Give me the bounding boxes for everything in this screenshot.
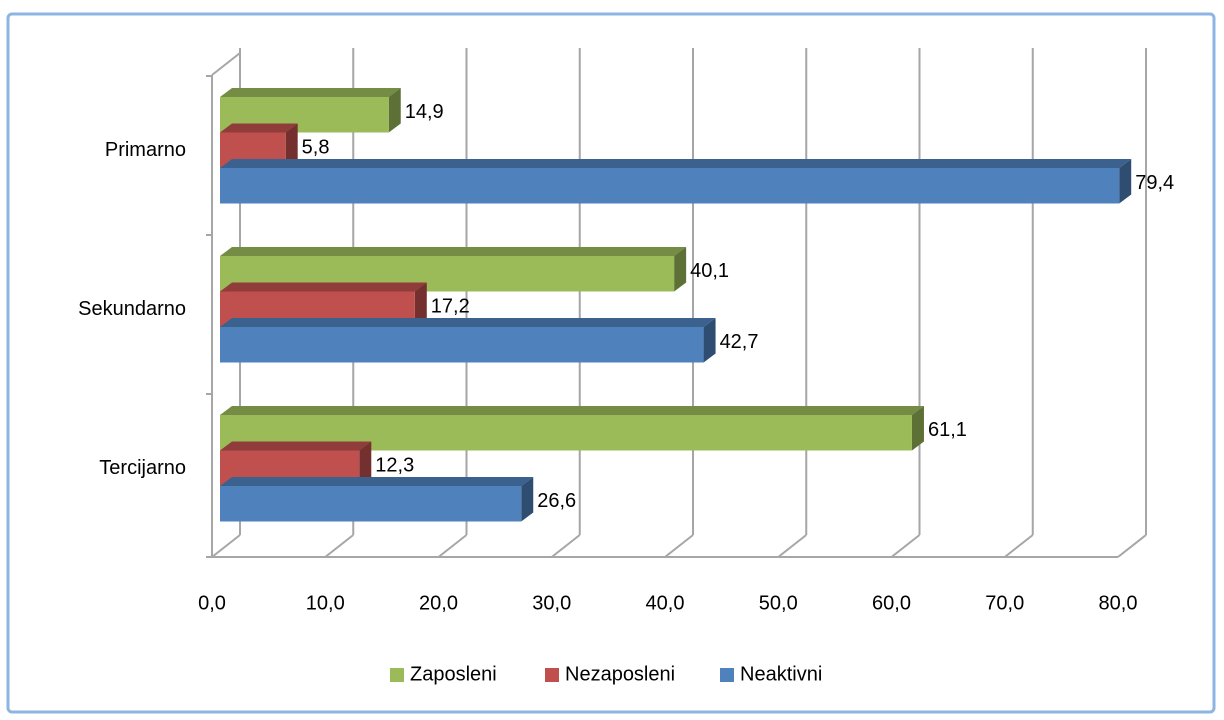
grid-line (551, 534, 581, 558)
grid-line (324, 534, 354, 558)
data-label: 14,9 (405, 101, 444, 123)
y-tick-label: Primarno (105, 139, 186, 161)
bar-face (220, 318, 716, 327)
data-label: 26,6 (537, 490, 576, 512)
data-label: 40,1 (690, 260, 729, 282)
bar-face (674, 247, 687, 292)
x-tick-label: 60,0 (872, 592, 911, 614)
legend-swatch (720, 668, 734, 682)
legend-swatch (390, 668, 404, 682)
legend-label: Zaposleni (410, 663, 497, 685)
grid-line (890, 534, 921, 558)
bar-face (220, 441, 372, 451)
data-label: 5,8 (302, 137, 330, 159)
x-tick-label: 10,0 (306, 592, 345, 614)
bar-face (220, 486, 522, 522)
x-tick-label: 30,0 (532, 592, 571, 614)
bar-face (1119, 159, 1132, 204)
y-tick-label: Sekundarno (78, 298, 186, 320)
bar-face (414, 282, 427, 327)
bar-face (220, 247, 687, 256)
x-tick-label: 80,0 (1099, 592, 1138, 614)
bar-face (220, 327, 704, 363)
x-tick-label: 70,0 (985, 592, 1024, 614)
bar-face (220, 123, 298, 133)
grid-line (777, 534, 807, 558)
data-label: 17,2 (431, 296, 470, 318)
data-label: 42,7 (720, 331, 759, 353)
bar-face (911, 406, 924, 451)
bar-face (359, 441, 372, 486)
bar (220, 159, 1132, 204)
bar-face (521, 477, 534, 522)
bar-face (220, 282, 427, 292)
bar-face (703, 318, 716, 363)
bar-face (220, 168, 1120, 204)
bar-face (220, 406, 924, 415)
bar (220, 477, 534, 522)
grid-line (664, 534, 694, 558)
wall-line (211, 52, 241, 76)
x-tick-label: 40,0 (646, 592, 685, 614)
bar (220, 318, 716, 363)
grid-line (437, 534, 468, 558)
legend-label: Nezaposleni (565, 663, 675, 685)
legend-label: Neaktivni (740, 663, 822, 685)
bar-face (220, 88, 401, 97)
x-tick-label: 0,0 (198, 592, 226, 614)
y-tick-label: Tercijarno (99, 457, 186, 479)
x-tick-label: 50,0 (759, 592, 798, 614)
bar-face (220, 477, 534, 486)
grid-line (1117, 534, 1147, 558)
x-tick-label: 20,0 (419, 592, 458, 614)
grid-line (1004, 534, 1034, 558)
grid-line (211, 534, 241, 558)
legend-swatch (545, 668, 559, 682)
bar-face (285, 123, 298, 168)
data-label: 79,4 (1135, 172, 1174, 194)
bar-face (220, 159, 1132, 168)
bar-face (388, 88, 401, 133)
data-label: 61,1 (928, 419, 967, 441)
data-label: 12,3 (375, 455, 414, 477)
